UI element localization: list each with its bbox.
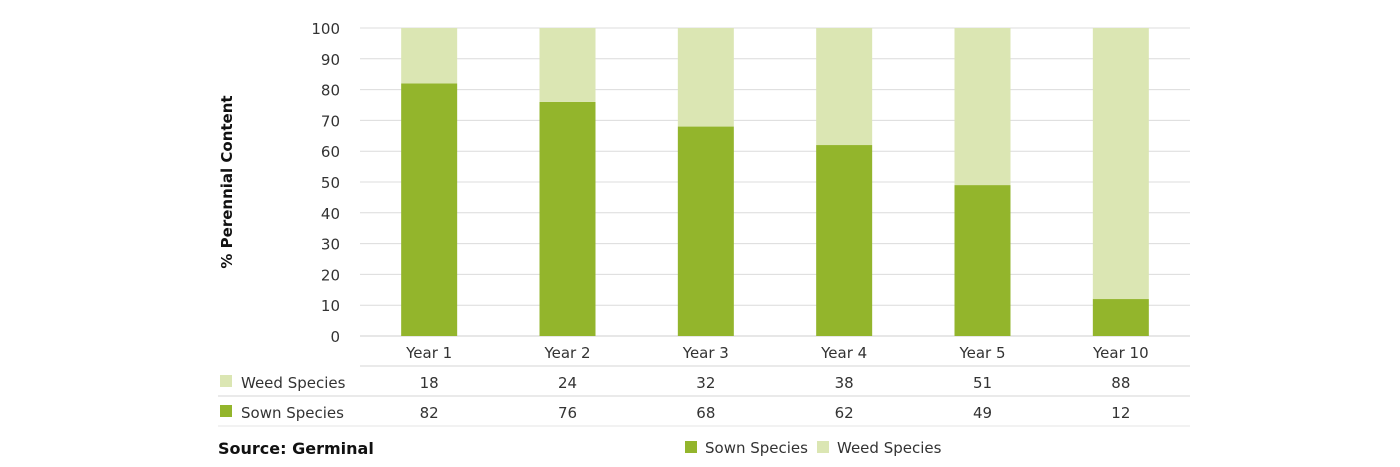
y-tick-label: 60 (321, 143, 340, 161)
x-tick-label: Year 4 (820, 344, 867, 362)
table-cell: 18 (420, 374, 439, 392)
bar-sown-species (401, 83, 458, 336)
y-tick-label: 100 (311, 20, 340, 38)
table-cell: 49 (973, 404, 992, 422)
table-legend-swatch (220, 405, 232, 417)
y-tick-label: 0 (330, 328, 340, 346)
table-row-label: Weed Species (241, 374, 346, 392)
bar-sown-species (816, 145, 873, 336)
table-cell: 76 (558, 404, 577, 422)
y-tick-label: 10 (321, 297, 340, 315)
bar-weed-species (677, 28, 734, 127)
table-cell: 12 (1111, 404, 1130, 422)
y-tick-label: 40 (321, 205, 340, 223)
x-tick-label: Year 10 (1092, 344, 1149, 362)
table-legend-swatch (220, 375, 232, 387)
bar-weed-species (816, 28, 873, 146)
table-cell: 51 (973, 374, 992, 392)
bar-sown-species (677, 126, 734, 336)
y-tick-label: 70 (321, 112, 340, 130)
x-tick-label: Year 3 (682, 344, 729, 362)
y-tick-label: 90 (321, 51, 340, 69)
bar-weed-species (401, 28, 458, 84)
y-tick-label: 20 (321, 266, 340, 284)
y-tick-label: 80 (321, 82, 340, 100)
x-tick-label: Year 2 (543, 344, 590, 362)
bar-weed-species (1092, 28, 1149, 300)
bar-weed-species (954, 28, 1011, 186)
legend-swatch (685, 441, 697, 453)
table-cell: 82 (420, 404, 439, 422)
table-row-label: Sown Species (241, 404, 344, 422)
x-tick-label: Year 5 (958, 344, 1005, 362)
bar-sown-species (954, 185, 1011, 336)
source-note: Source: Germinal (218, 439, 374, 458)
x-tick-label: Year 1 (405, 344, 452, 362)
table-cell: 68 (696, 404, 715, 422)
table-cell: 62 (835, 404, 854, 422)
bar-weed-species (539, 28, 596, 102)
table-cell: 88 (1111, 374, 1130, 392)
legend-label: Sown Species (705, 439, 808, 457)
table-cell: 38 (835, 374, 854, 392)
bar-sown-species (539, 101, 596, 336)
table-cell: 32 (696, 374, 715, 392)
y-tick-label: 50 (321, 174, 340, 192)
y-axis-label: % Perennial Content (218, 95, 236, 268)
bar-sown-species (1092, 299, 1149, 336)
legend-swatch (817, 441, 829, 453)
legend-label: Weed Species (837, 439, 942, 457)
table-cell: 24 (558, 374, 577, 392)
y-tick-label: 30 (321, 236, 340, 254)
